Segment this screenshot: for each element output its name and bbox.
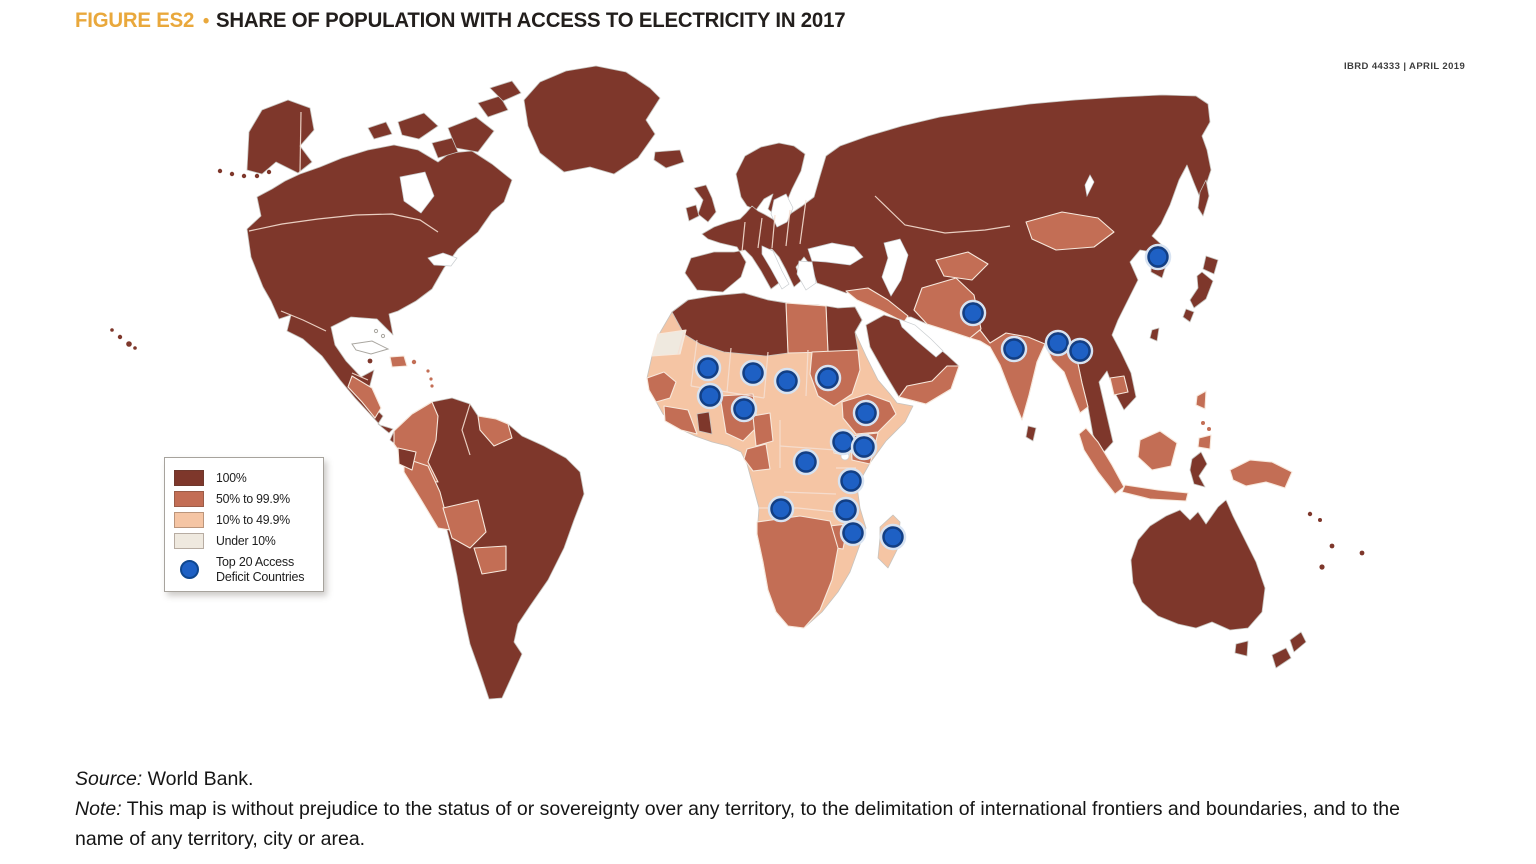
cuba-nodata — [351, 328, 390, 355]
note-label: Note: — [75, 798, 122, 820]
deficit-marker-uganda: Uganda — [832, 431, 854, 453]
legend-item-50-99: 50% to 99.9% — [174, 490, 317, 508]
legend-item-deficit: Top 20 Access Deficit Countries — [174, 555, 317, 585]
ecuador-patch — [397, 447, 417, 471]
legend-item-under10: Under 10% — [174, 532, 317, 550]
deficit-marker-nigeria: Nigeria — [733, 398, 755, 420]
deficit-marker-niger: Niger — [742, 362, 764, 384]
deficit-marker-dr-congo: DR Congo — [795, 451, 817, 473]
figure-header: FIGURE ES2 • SHARE OF POPULATION WITH ACCE… — [75, 9, 846, 33]
bullet-separator: • — [202, 11, 210, 32]
deficit-marker-malawi: Malawi — [835, 499, 857, 521]
deficit-marker-ethiopia: Ethiopia — [855, 402, 877, 424]
deficit-marker-bangladesh: Bangladesh — [1047, 332, 1069, 354]
land-50-99pct — [347, 211, 1293, 629]
deficit-marker-pakistan: Pakistan — [962, 302, 984, 324]
note-line: Note: This map is without prejudice to t… — [75, 794, 1440, 854]
deficit-dot-icon — [180, 560, 199, 579]
swatch-50-99pct — [174, 491, 204, 507]
deficit-marker-angola: Angola — [770, 498, 792, 520]
note-text: This map is without prejudice to the sta… — [75, 798, 1400, 850]
deficit-marker-madagascar: Madagascar — [882, 526, 904, 548]
deficit-marker-mozambique: Mozambique — [842, 522, 864, 544]
deficit-marker-myanmar: Myanmar — [1069, 340, 1091, 362]
land-under10pct — [651, 329, 687, 357]
map-reference: IBRD 44333 | APRIL 2019 — [1344, 61, 1466, 72]
deficit-marker-tanzania: Tanzania — [840, 470, 862, 492]
deficit-marker-india: India — [1003, 338, 1025, 360]
source-label: Source: — [75, 768, 143, 790]
deficit-country-markers: Mali Niger Chad Sudan Burkina Faso Nigeria Eth… — [694, 243, 1172, 551]
legend-item-100: 100% — [174, 469, 317, 487]
deficit-marker-burkina-faso: Burkina Faso — [699, 385, 721, 407]
source-text: World Bank. — [147, 768, 254, 790]
swatch-10-49pct — [174, 512, 204, 528]
deficit-marker-chad: Chad — [776, 370, 798, 392]
swatch-under10pct — [174, 533, 204, 549]
source-line: Source: World Bank. — [75, 764, 1440, 794]
swatch-100pct — [174, 470, 204, 486]
deficit-marker-north-korea: North Korea — [1147, 246, 1169, 268]
map-footer: Source: World Bank. Note: This map is wi… — [75, 764, 1440, 854]
figure-label: FIGURE ES2 — [75, 9, 195, 32]
deficit-marker-sudan: Sudan — [817, 367, 839, 389]
map-legend: 100% 50% to 99.9% 10% to 49.9% Under 10%… — [164, 457, 324, 592]
figure-title: SHARE OF POPULATION WITH ACCESS TO ELECT… — [215, 9, 846, 32]
deficit-marker-kenya: Kenya — [853, 436, 875, 458]
legend-item-10-49: 10% to 49.9% — [174, 511, 317, 529]
seas-lakes — [399, 171, 1095, 461]
country-borders — [248, 111, 1011, 513]
deficit-marker-mali: Mali — [697, 357, 719, 379]
